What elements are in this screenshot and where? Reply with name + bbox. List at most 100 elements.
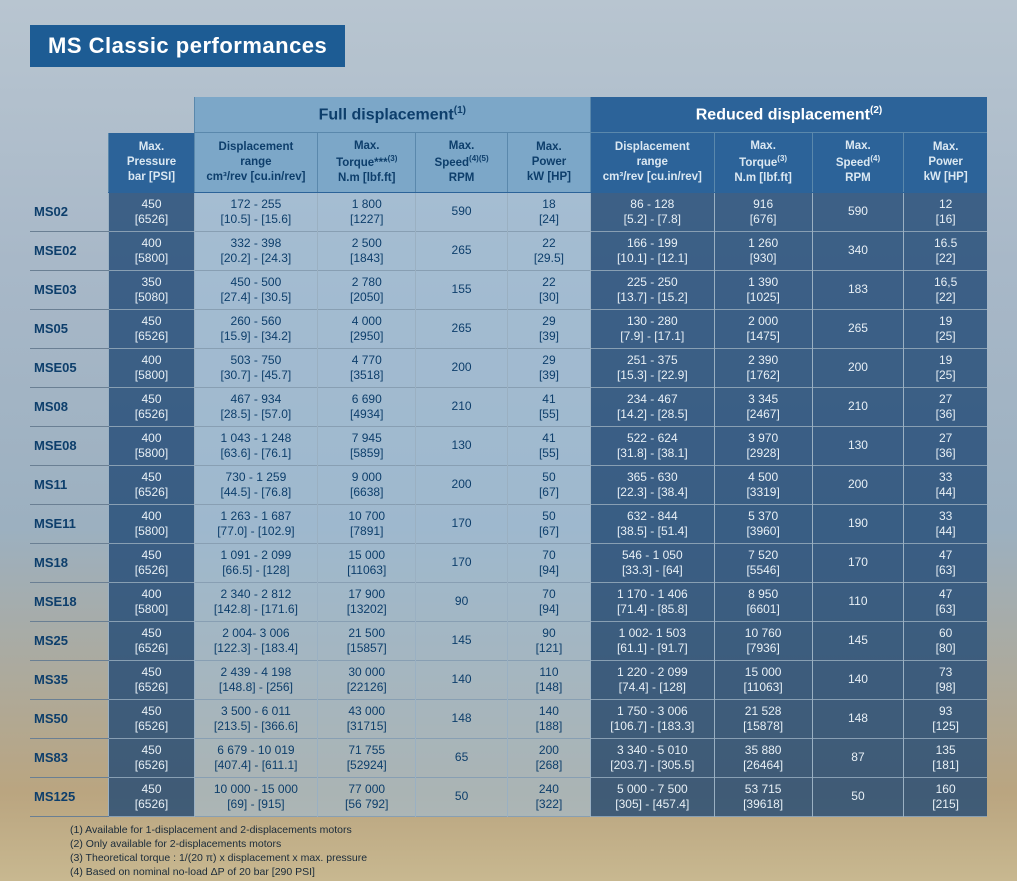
table-row: MS50450[6526]3 500 - 6 011[213.5] - [366… bbox=[30, 699, 987, 738]
col-torque: Max.Torque***(3)N.m [lbf.ft] bbox=[318, 133, 416, 193]
table-cell: 130 bbox=[416, 426, 508, 465]
model-label: MS05 bbox=[30, 309, 109, 348]
table-cell: 200 bbox=[416, 465, 508, 504]
table-cell: 145 bbox=[416, 621, 508, 660]
table-cell: 400[5800] bbox=[109, 582, 194, 621]
table-cell: 140 bbox=[416, 660, 508, 699]
table-cell: 22[30] bbox=[507, 270, 590, 309]
table-cell: 450[6526] bbox=[109, 465, 194, 504]
table-cell: 90 bbox=[416, 582, 508, 621]
table-cell: 210 bbox=[812, 387, 904, 426]
table-cell: 400[5800] bbox=[109, 504, 194, 543]
table-cell: 10 700[7891] bbox=[318, 504, 416, 543]
table-cell: 8 950[6601] bbox=[714, 582, 812, 621]
table-row: MS125450[6526]10 000 - 15 000[69] - [915… bbox=[30, 777, 987, 816]
group-header-full: Full displacement(1) bbox=[194, 97, 590, 133]
table-row: MSE18400[5800]2 340 - 2 812[142.8] - [17… bbox=[30, 582, 987, 621]
col-power: Max.PowerkW [HP] bbox=[507, 133, 590, 193]
table-cell: 6 679 - 10 019[407.4] - [611.1] bbox=[194, 738, 318, 777]
table-cell: 632 - 844[38.5] - [51.4] bbox=[591, 504, 715, 543]
table-cell: 3 345[2467] bbox=[714, 387, 812, 426]
table-cell: 90[121] bbox=[507, 621, 590, 660]
table-cell: 12[16] bbox=[904, 192, 987, 231]
table-cell: 450[6526] bbox=[109, 699, 194, 738]
table-cell: 2 780[2050] bbox=[318, 270, 416, 309]
model-label: MSE05 bbox=[30, 348, 109, 387]
table-cell: 450[6526] bbox=[109, 192, 194, 231]
col-speed2: Max.Speed(4)RPM bbox=[812, 133, 904, 193]
table-cell: 4 000[2950] bbox=[318, 309, 416, 348]
table-cell: 251 - 375[15.3] - [22.9] bbox=[591, 348, 715, 387]
model-label: MSE11 bbox=[30, 504, 109, 543]
table-cell: 1 263 - 1 687[77.0] - [102.9] bbox=[194, 504, 318, 543]
table-row: MSE03350[5080]450 - 500[27.4] - [30.5]2 … bbox=[30, 270, 987, 309]
table-cell: 450[6526] bbox=[109, 738, 194, 777]
table-cell: 21 500[15857] bbox=[318, 621, 416, 660]
table-row: MS02450[6526]172 - 255[10.5] - [15.6]1 8… bbox=[30, 192, 987, 231]
table-cell: 4 500[3319] bbox=[714, 465, 812, 504]
table-cell: 400[5800] bbox=[109, 231, 194, 270]
table-cell: 170 bbox=[416, 504, 508, 543]
table-cell: 33[44] bbox=[904, 504, 987, 543]
table-cell: 4 770[3518] bbox=[318, 348, 416, 387]
footnote-line: (3) Theoretical torque : 1/(20 π) x disp… bbox=[70, 851, 987, 865]
model-label: MSE18 bbox=[30, 582, 109, 621]
model-label: MS02 bbox=[30, 192, 109, 231]
table-cell: 9 000[6638] bbox=[318, 465, 416, 504]
table-cell: 15 000[11063] bbox=[318, 543, 416, 582]
table-cell: 47[63] bbox=[904, 582, 987, 621]
table-cell: 400[5800] bbox=[109, 426, 194, 465]
table-cell: 522 - 624[31.8] - [38.1] bbox=[591, 426, 715, 465]
table-cell: 210 bbox=[416, 387, 508, 426]
table-cell: 166 - 199[10.1] - [12.1] bbox=[591, 231, 715, 270]
footnote-line: (2) Only available for 2-displacements m… bbox=[70, 837, 987, 851]
table-row: MSE05400[5800]503 - 750[30.7] - [45.7]4 … bbox=[30, 348, 987, 387]
table-cell: 145 bbox=[812, 621, 904, 660]
table-cell: 7 945[5859] bbox=[318, 426, 416, 465]
table-cell: 27[36] bbox=[904, 426, 987, 465]
table-cell: 135[181] bbox=[904, 738, 987, 777]
table-cell: 190 bbox=[812, 504, 904, 543]
table-cell: 503 - 750[30.7] - [45.7] bbox=[194, 348, 318, 387]
table-cell: 265 bbox=[416, 231, 508, 270]
table-cell: 590 bbox=[812, 192, 904, 231]
table-cell: 30 000[22126] bbox=[318, 660, 416, 699]
model-label: MS50 bbox=[30, 699, 109, 738]
footnote-line: (1) Available for 1-displacement and 2-d… bbox=[70, 823, 987, 837]
table-row: MSE02400[5800]332 - 398[20.2] - [24.3]2 … bbox=[30, 231, 987, 270]
performance-table: Full displacement(1) Reduced displacemen… bbox=[30, 97, 987, 817]
table-cell: 1 220 - 2 099[74.4] - [128] bbox=[591, 660, 715, 699]
col-pressure: Max.Pressurebar [PSI] bbox=[109, 133, 194, 193]
model-label: MSE03 bbox=[30, 270, 109, 309]
table-cell: 50 bbox=[812, 777, 904, 816]
table-cell: 1 800[1227] bbox=[318, 192, 416, 231]
table-cell: 50 bbox=[416, 777, 508, 816]
model-label: MS35 bbox=[30, 660, 109, 699]
table-cell: 1 260[930] bbox=[714, 231, 812, 270]
table-cell: 590 bbox=[416, 192, 508, 231]
table-cell: 1 170 - 1 406[71.4] - [85.8] bbox=[591, 582, 715, 621]
footnotes: (1) Available for 1-displacement and 2-d… bbox=[30, 823, 987, 880]
model-label: MS25 bbox=[30, 621, 109, 660]
table-cell: 10 000 - 15 000[69] - [915] bbox=[194, 777, 318, 816]
footnote-line: (4) Based on nominal no-load ΔP of 20 ba… bbox=[70, 865, 987, 879]
table-row: MS11450[6526]730 - 1 259[44.5] - [76.8]9… bbox=[30, 465, 987, 504]
table-cell: 19[25] bbox=[904, 348, 987, 387]
table-cell: 450[6526] bbox=[109, 777, 194, 816]
table-cell: 73[98] bbox=[904, 660, 987, 699]
group-header-reduced: Reduced displacement(2) bbox=[591, 97, 988, 133]
table-cell: 172 - 255[10.5] - [15.6] bbox=[194, 192, 318, 231]
table-cell: 50[67] bbox=[507, 465, 590, 504]
model-label: MS125 bbox=[30, 777, 109, 816]
table-cell: 332 - 398[20.2] - [24.3] bbox=[194, 231, 318, 270]
table-row: MS35450[6526]2 439 - 4 198[148.8] - [256… bbox=[30, 660, 987, 699]
table-cell: 200 bbox=[812, 465, 904, 504]
table-cell: 170 bbox=[812, 543, 904, 582]
table-cell: 86 - 128[5.2] - [7.8] bbox=[591, 192, 715, 231]
col-disp2: Displacementrangecm³/rev [cu.in/rev] bbox=[591, 133, 715, 193]
table-cell: 148 bbox=[812, 699, 904, 738]
model-label: MSE08 bbox=[30, 426, 109, 465]
table-cell: 5 370[3960] bbox=[714, 504, 812, 543]
table-cell: 350[5080] bbox=[109, 270, 194, 309]
table-row: MS25450[6526]2 004- 3 006[122.3] - [183.… bbox=[30, 621, 987, 660]
